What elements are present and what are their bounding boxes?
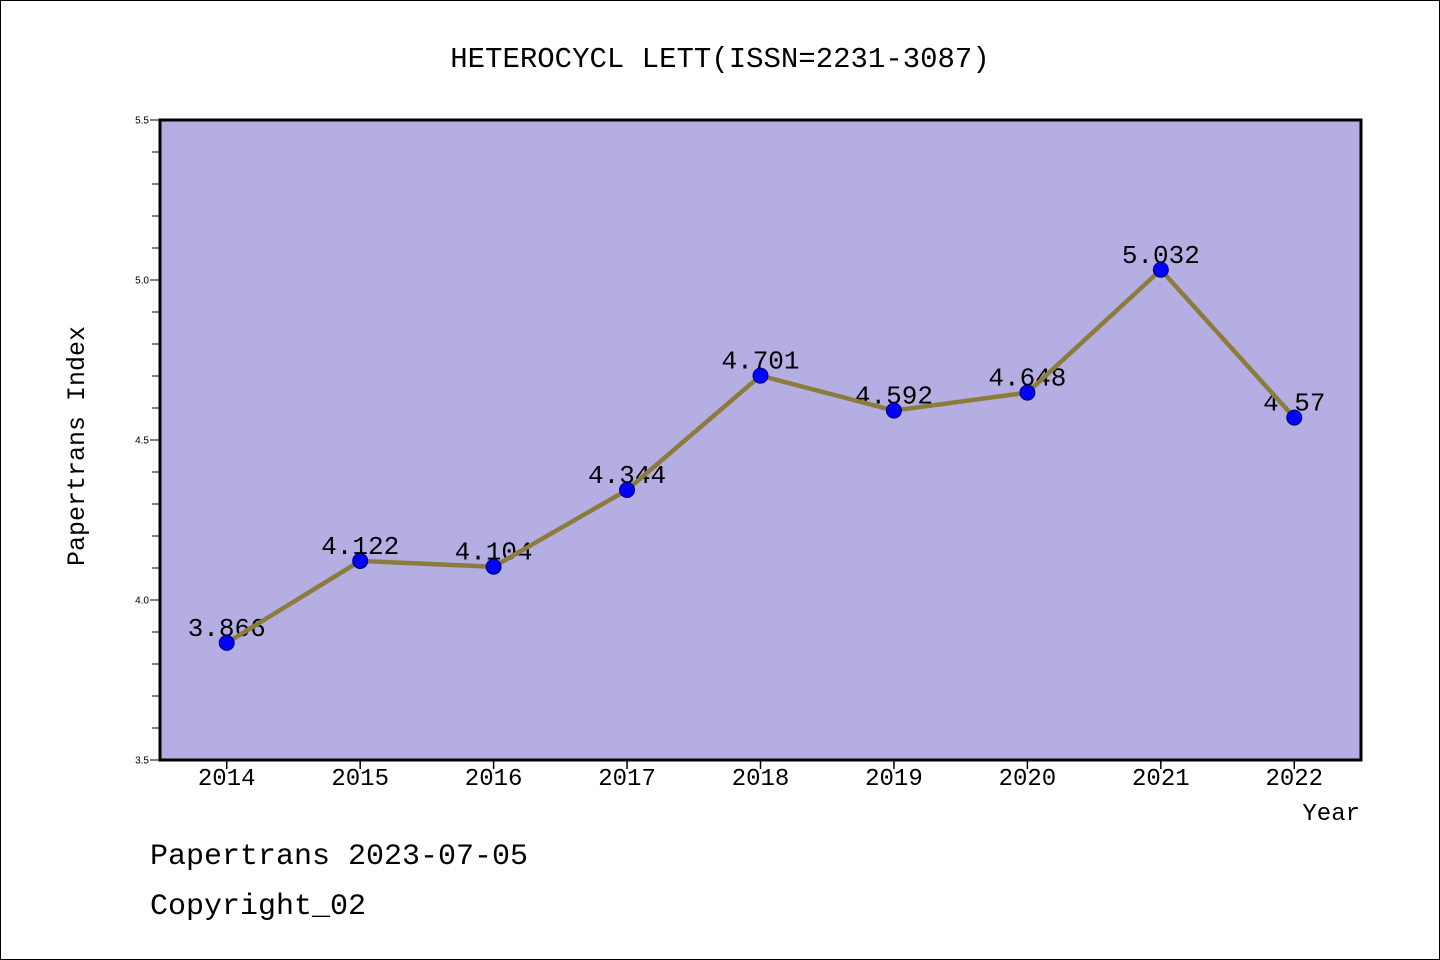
y-tick-label: 3.5 — [135, 756, 149, 767]
footer-copyright: Copyright_02 — [150, 890, 366, 924]
x-axis: 2014 2015 2016 2017 2018 2019 2020 2021 2022 — [198, 761, 1323, 793]
data-point-2016 — [485, 558, 502, 575]
x-tick-label: 2021 — [1132, 766, 1190, 793]
x-tick-label: 2022 — [1265, 766, 1323, 793]
footer-date: Papertrans 2023-07-05 — [150, 840, 528, 874]
x-tick-label: 2015 — [331, 766, 389, 793]
y-tick-label: 5.5 — [135, 116, 149, 127]
data-point-2019 — [885, 402, 902, 419]
data-markers — [218, 261, 1303, 651]
data-point-2018 — [752, 367, 769, 384]
data-point-2014 — [218, 634, 235, 651]
x-tick-label: 2020 — [999, 766, 1057, 793]
y-tick-label: 4.0 — [135, 596, 149, 607]
y-tick-label: 4.5 — [135, 436, 149, 447]
data-point-2017 — [619, 481, 636, 498]
x-tick-label: 2019 — [865, 766, 923, 793]
x-tick-label: 2017 — [598, 766, 656, 793]
y-axis-label: Papertrans Index — [63, 326, 92, 566]
data-point-2020 — [1019, 384, 1036, 401]
y-axis: 3.5 4.0 4.5 5.0 5.5 — [135, 116, 160, 767]
data-point-2022 — [1286, 409, 1303, 426]
plot-area — [158, 118, 1363, 762]
data-point-2021 — [1152, 261, 1169, 278]
chart-title: HETEROCYCL LETT(ISSN=2231-3087) — [450, 43, 990, 76]
x-tick-label: 2016 — [465, 766, 523, 793]
data-point-2015 — [352, 552, 369, 569]
x-tick-label: 2014 — [198, 766, 256, 793]
x-axis-label: Year — [1302, 801, 1360, 828]
x-tick-label: 2018 — [732, 766, 790, 793]
y-tick-label: 5.0 — [135, 276, 149, 287]
